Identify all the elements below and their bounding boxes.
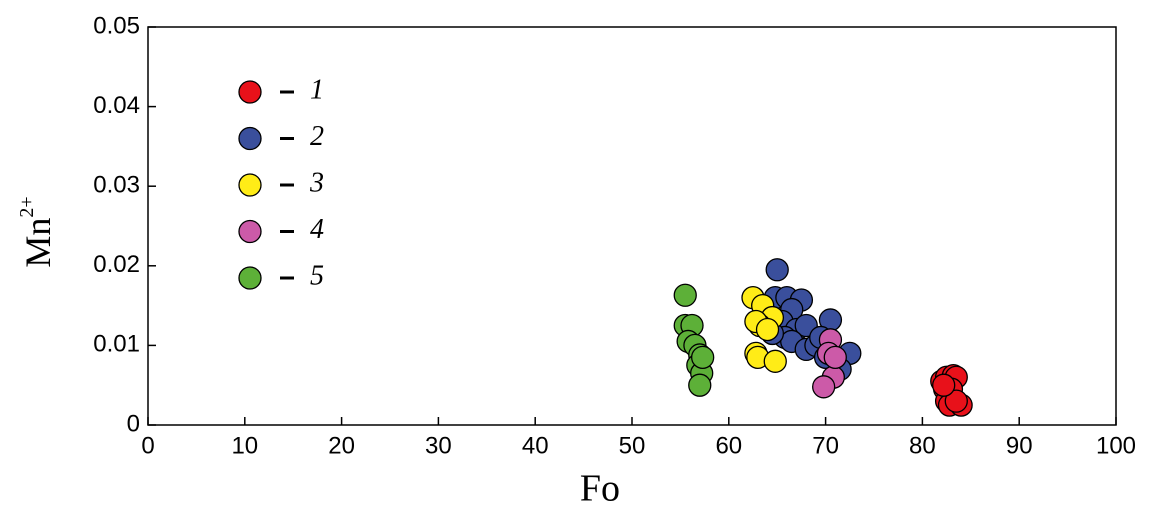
y-axis-label-base: Mn xyxy=(18,218,58,268)
legend-label: 2 xyxy=(310,121,324,152)
point xyxy=(812,375,836,399)
legend-label: 1 xyxy=(310,74,324,105)
point xyxy=(691,345,715,369)
point xyxy=(944,389,968,413)
y-axis-label: Mn2+ xyxy=(16,196,59,267)
x-tick-label: 70 xyxy=(812,432,839,459)
legend-marker xyxy=(238,219,262,244)
x-tick-label: 60 xyxy=(715,432,742,459)
x-axis-label: Fo xyxy=(580,468,620,510)
legend-label: 4 xyxy=(310,214,324,245)
x-tick-label: 20 xyxy=(328,432,355,459)
y-tick-label: 0 xyxy=(127,410,140,437)
x-tick-label: 0 xyxy=(141,432,154,459)
y-tick-label: 0.01 xyxy=(93,331,140,358)
y-tick-label: 0.05 xyxy=(93,12,140,39)
x-tick-label: 40 xyxy=(522,432,549,459)
point xyxy=(823,345,847,369)
legend-marker xyxy=(238,266,262,290)
y-axis-label-sup: 2+ xyxy=(16,196,38,217)
legend-label: 3 xyxy=(309,167,324,198)
plot-frame xyxy=(147,26,1117,426)
point xyxy=(673,283,697,307)
x-tick-label: 50 xyxy=(619,432,646,459)
y-tick-label: 0.04 xyxy=(93,92,140,119)
legend-marker xyxy=(238,80,262,104)
y-tick-label: 0.03 xyxy=(93,172,140,199)
legend-label: 5 xyxy=(310,260,324,291)
x-tick-label: 80 xyxy=(909,432,936,459)
legend-marker xyxy=(238,173,262,197)
point xyxy=(688,373,712,397)
point xyxy=(932,373,956,397)
legend-marker xyxy=(238,126,262,151)
y-tick-label: 0.02 xyxy=(93,251,140,278)
x-tick-label: 10 xyxy=(231,432,258,459)
point xyxy=(755,317,780,342)
x-tick-label: 30 xyxy=(425,432,452,459)
point xyxy=(765,258,789,282)
x-tick-label: 90 xyxy=(1006,432,1033,459)
point xyxy=(763,349,787,373)
x-tick-label: 100 xyxy=(1096,432,1136,459)
